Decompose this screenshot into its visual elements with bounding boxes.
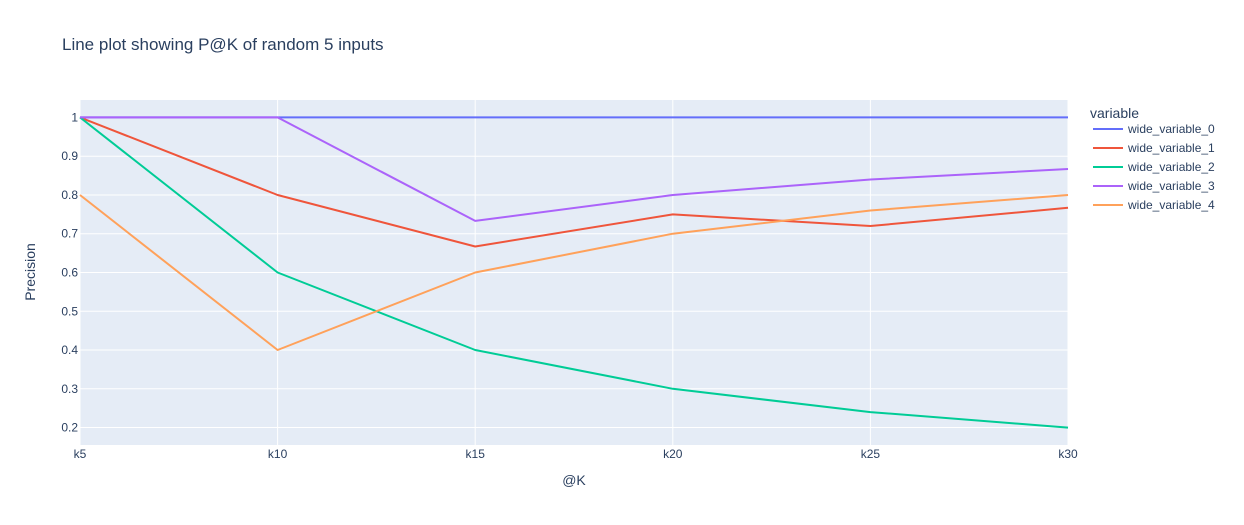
legend-title: variable xyxy=(1090,105,1139,121)
legend-item-wide-variable-4[interactable]: wide_variable_4 xyxy=(1093,198,1215,212)
x-tick-label: k25 xyxy=(861,447,881,461)
series-line-wide-variable-4 xyxy=(79,194,1069,351)
y-axis-title: Precision xyxy=(22,243,38,301)
series-line-wide-variable-2 xyxy=(79,116,1069,429)
legend-label: wide_variable_2 xyxy=(1127,160,1215,174)
legend-item-wide-variable-1[interactable]: wide_variable_1 xyxy=(1093,141,1215,155)
x-axis-ticks: k5 k10 k15 k20 k25 k30 xyxy=(74,447,1078,461)
legend-label: wide_variable_1 xyxy=(1127,141,1215,155)
x-tick-label: k20 xyxy=(663,447,683,461)
legend-label: wide_variable_4 xyxy=(1127,198,1215,212)
y-tick-label: 0.6 xyxy=(61,266,78,280)
legend-label: wide_variable_0 xyxy=(1127,122,1215,136)
legend-items: wide_variable_0 wide_variable_1 wide_varia… xyxy=(1093,122,1215,212)
legend-item-wide-variable-3[interactable]: wide_variable_3 xyxy=(1093,179,1215,193)
x-tick-label: k5 xyxy=(74,447,87,461)
legend: variable wide_variable_0wide_variable_1w… xyxy=(1090,105,1215,212)
chart-title: Line plot showing P@K of random 5 inputs xyxy=(62,35,384,54)
legend-item-wide-variable-0[interactable]: wide_variable_0 xyxy=(1093,122,1215,136)
x-tick-label: k10 xyxy=(268,447,288,461)
y-tick-label: 0.4 xyxy=(61,343,78,357)
series-line-wide-variable-3 xyxy=(80,116,1069,222)
y-tick-label: 1 xyxy=(71,110,78,124)
series-lines xyxy=(79,116,1069,429)
y-tick-label: 0.5 xyxy=(61,304,78,318)
x-axis-title: @K xyxy=(562,472,586,488)
y-axis-ticks: 0.2 0.3 0.4 0.5 0.6 0.7 0.8 0.9 1 xyxy=(61,110,78,434)
legend-label: wide_variable_3 xyxy=(1127,179,1215,193)
y-tick-label: 0.3 xyxy=(61,382,78,396)
x-tick-label: k15 xyxy=(466,447,486,461)
legend-item-wide-variable-2[interactable]: wide_variable_2 xyxy=(1093,160,1215,174)
y-tick-label: 0.2 xyxy=(61,421,78,435)
series-line-wide-variable-1 xyxy=(79,116,1069,248)
x-tick-label: k30 xyxy=(1058,447,1078,461)
y-tick-label: 0.8 xyxy=(61,188,78,202)
y-tick-label: 0.7 xyxy=(61,227,78,241)
y-tick-label: 0.9 xyxy=(61,149,78,163)
